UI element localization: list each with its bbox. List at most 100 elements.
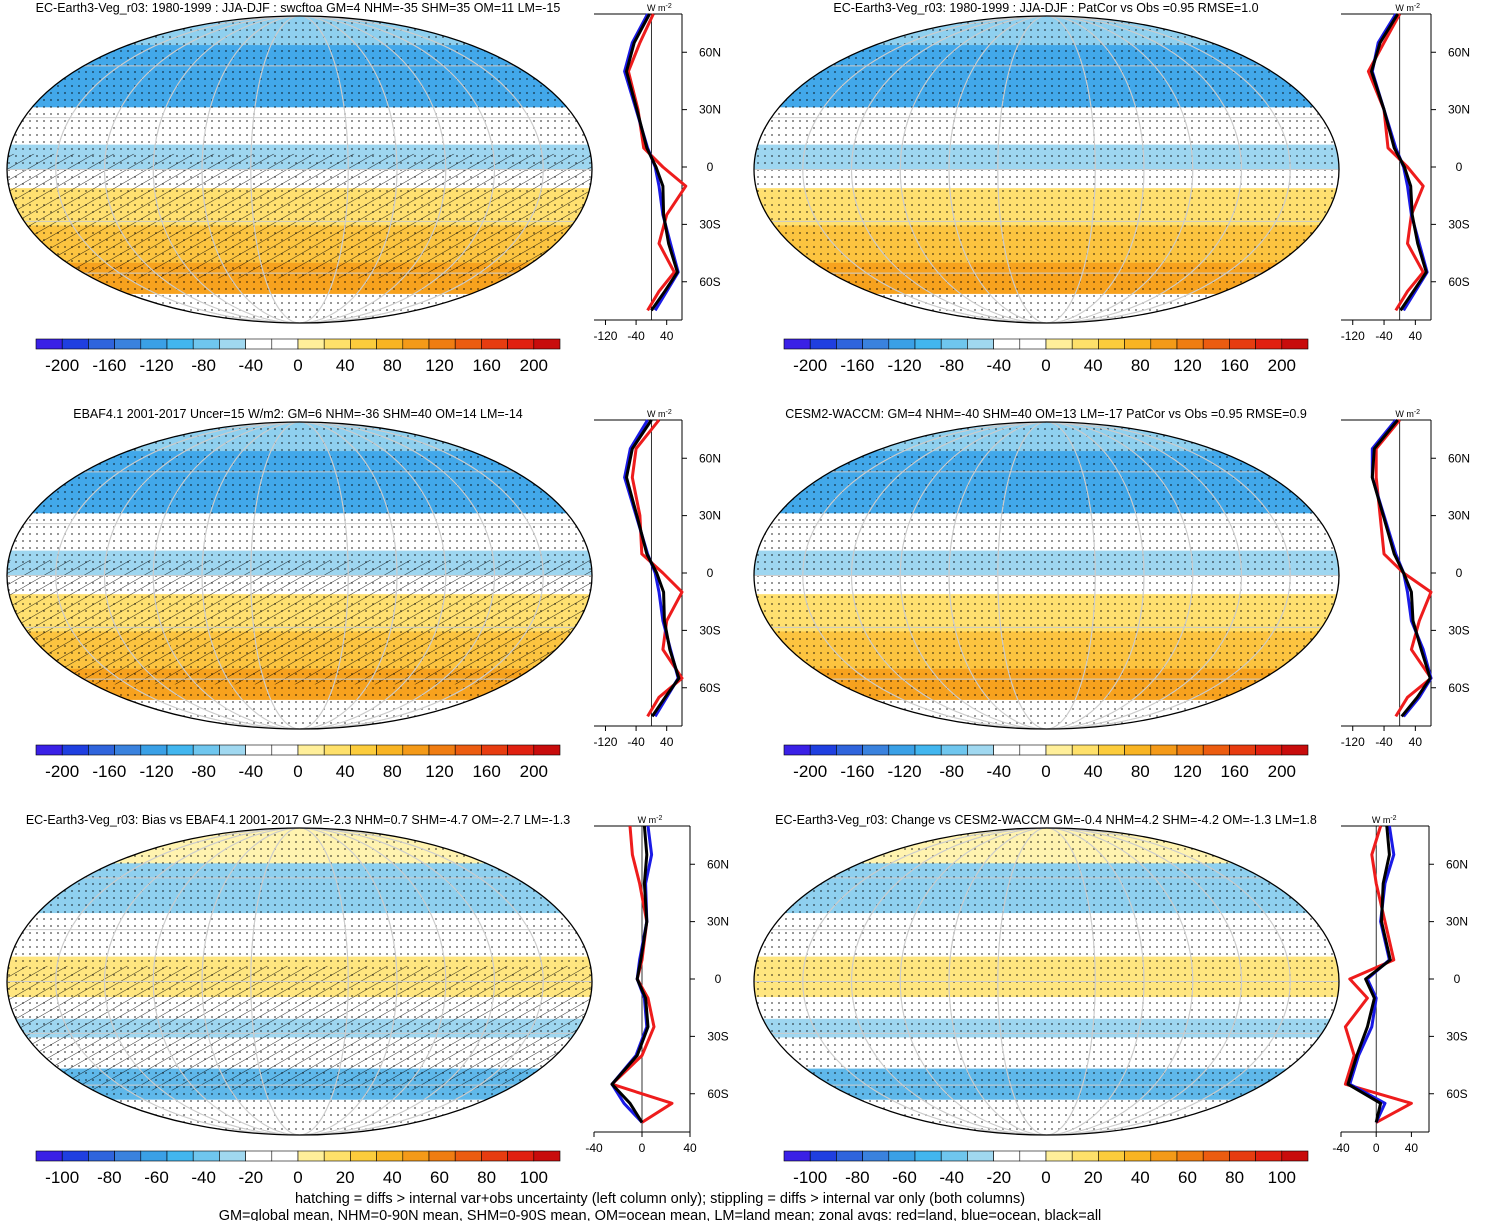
colorbar-swatch	[1202, 1150, 1230, 1162]
colorbar-swatch	[1124, 1150, 1152, 1162]
map-border	[753, 15, 1340, 324]
colorbar-label: 200	[520, 356, 548, 375]
colorbar-label: -40	[939, 1168, 964, 1187]
colorbar-swatch	[271, 1150, 299, 1162]
colorbar-swatch	[376, 338, 404, 350]
colorbar-swatch	[192, 744, 220, 756]
colorbar-swatch	[940, 744, 968, 756]
colorbar-swatch	[1045, 744, 1073, 756]
colorbar-swatch	[1150, 338, 1178, 350]
colorbar-swatch	[166, 744, 194, 756]
colorbar-label: 0	[293, 356, 302, 375]
map-border	[6, 15, 593, 324]
colorbar-label: 80	[477, 1168, 496, 1187]
colorbar-swatch	[323, 744, 351, 756]
colorbar-label: 40	[336, 762, 355, 781]
lat-label: 60N	[699, 451, 721, 465]
panel-1: EC-Earth3-Veg_r03: 1980-1999 : JJA-DJF :…	[6, 1, 721, 375]
panel-title: EC-Earth3-Veg_r03: 1980-1999 : JJA-DJF :…	[36, 1, 561, 15]
colorbar-swatch	[350, 338, 377, 350]
zonal-line-land	[630, 419, 684, 718]
colorbar-label: -120	[140, 356, 174, 375]
colorbar-swatch	[481, 1150, 508, 1162]
zonal-tick-label: 40	[660, 329, 674, 343]
colorbar-swatch	[940, 338, 968, 350]
lat-label: 60N	[707, 857, 729, 871]
colorbar-swatch	[219, 338, 246, 350]
zonal-tick-label: -120	[593, 329, 617, 343]
panel-title: EBAF4.1 2001-2017 Uncer=15 W/m2: GM=6 NH…	[73, 407, 523, 421]
colorbar-label: 100	[520, 1168, 548, 1187]
zonal-line-land	[1343, 825, 1413, 1124]
lat-label: 60S	[1448, 275, 1469, 289]
colorbar-swatch	[1176, 338, 1204, 350]
colorbar-swatch	[1255, 744, 1283, 756]
colorbar-swatch	[88, 1150, 115, 1162]
colorbar-swatch	[219, 744, 246, 756]
colorbar-swatch	[245, 338, 273, 350]
colorbar-swatch	[61, 338, 89, 350]
colorbar-swatch	[428, 338, 456, 350]
colorbar-swatch	[1045, 338, 1073, 350]
colorbar-swatch	[88, 744, 115, 756]
colorbar-label: -160	[840, 762, 874, 781]
unit-label: W m-2	[647, 3, 672, 13]
lat-label: 30N	[1446, 915, 1468, 929]
colorbar-swatch	[1150, 744, 1178, 756]
zonal-tick-label: -120	[593, 735, 617, 749]
colorbar-label: -80	[845, 1168, 870, 1187]
colorbar-swatch	[507, 338, 535, 350]
colorbar-label: 40	[1131, 1168, 1150, 1187]
colorbar-label: 80	[1131, 762, 1150, 781]
unit-label: W m-2	[1395, 409, 1420, 419]
colorbar-swatch	[1202, 338, 1230, 350]
colorbar-swatch	[1071, 744, 1099, 756]
colorbar-swatch	[376, 1150, 404, 1162]
colorbar-label: -120	[888, 356, 922, 375]
colorbar-swatch	[1229, 1150, 1256, 1162]
colorbar-label: -200	[45, 762, 79, 781]
colorbar-swatch	[166, 1150, 194, 1162]
colorbar-label: 200	[520, 762, 548, 781]
colorbar-swatch	[1019, 1150, 1047, 1162]
zonal-tick-label: -40	[1332, 1141, 1350, 1155]
colorbar-swatch	[481, 744, 508, 756]
colorbar-label: 40	[336, 356, 355, 375]
colorbar-swatch	[454, 1150, 482, 1162]
colorbar-label: 60	[1178, 1168, 1197, 1187]
zonal-tick-label: -120	[1341, 329, 1365, 343]
colorbar-label: 120	[425, 356, 453, 375]
zonal-line-land	[1374, 419, 1433, 718]
colorbar-label: -120	[888, 762, 922, 781]
colorbar-swatch	[61, 1150, 89, 1162]
colorbar-swatch	[1045, 1150, 1073, 1162]
lat-label: 30S	[1448, 623, 1469, 637]
colorbar-swatch	[402, 338, 430, 350]
lat-label: 30N	[699, 103, 721, 117]
colorbar-swatch	[1255, 1150, 1283, 1162]
colorbar-label: -120	[140, 762, 174, 781]
panel-5: EC-Earth3-Veg_r03: Bias vs EBAF4.1 2001-…	[6, 813, 729, 1187]
colorbar-swatch	[350, 744, 377, 756]
panel-2: EC-Earth3-Veg_r03: 1980-1999 : JJA-DJF :…	[753, 1, 1470, 375]
colorbar-label: 160	[472, 762, 500, 781]
map-border	[6, 421, 593, 730]
colorbar-label: 0	[1041, 762, 1050, 781]
colorbar-label: 80	[1225, 1168, 1244, 1187]
colorbar-swatch	[350, 1150, 377, 1162]
colorbar-swatch	[114, 744, 142, 756]
colorbar-swatch	[114, 338, 142, 350]
colorbar-swatch	[967, 1150, 994, 1162]
colorbar-label: -40	[239, 762, 264, 781]
colorbar-label: -40	[191, 1168, 216, 1187]
colorbar-swatch	[533, 338, 561, 350]
lat-label: 30S	[1446, 1029, 1467, 1043]
colorbar-label: -200	[793, 762, 827, 781]
colorbar-label: -160	[840, 356, 874, 375]
zonal-line-all	[1370, 419, 1432, 718]
zonal-tick-label: -40	[1375, 329, 1393, 343]
colorbar-swatch	[271, 744, 299, 756]
colorbar-swatch	[533, 744, 561, 756]
colorbar-swatch	[1281, 744, 1309, 756]
colorbar-swatch	[35, 338, 63, 350]
